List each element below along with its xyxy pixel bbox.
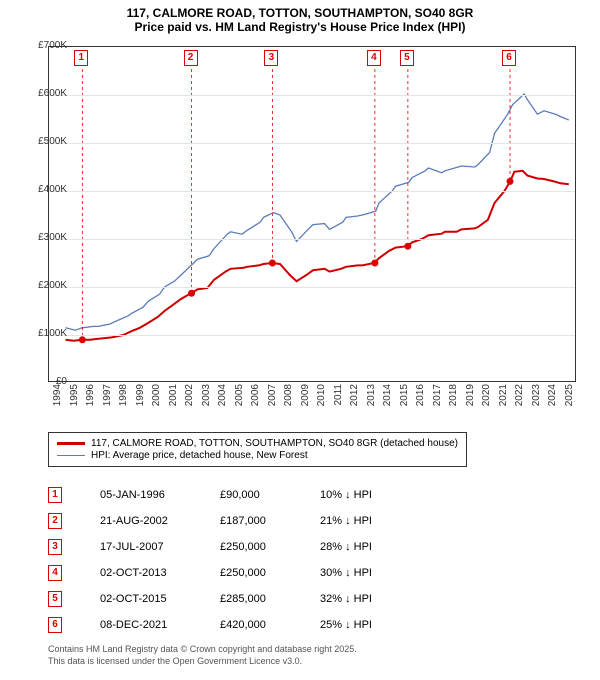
tx-marker: 6 xyxy=(48,617,62,633)
x-tick-label: 2000 xyxy=(151,384,162,424)
tx-date: 17-JUL-2007 xyxy=(100,541,220,553)
x-tick-label: 2019 xyxy=(465,384,476,424)
x-tick-label: 2012 xyxy=(349,384,360,424)
tx-diff: 28% ↓ HPI xyxy=(320,541,440,553)
transaction-row: 1 05-JAN-1996 £90,000 10% ↓ HPI xyxy=(48,482,568,508)
sale-marker-dot xyxy=(79,336,86,343)
x-tick-label: 2025 xyxy=(564,384,575,424)
series-line xyxy=(66,171,569,341)
tx-price: £187,000 xyxy=(220,515,320,527)
sale-marker-dot xyxy=(507,178,514,185)
y-tick-label: £300K xyxy=(22,232,67,243)
y-tick-label: £600K xyxy=(22,88,67,99)
legend-row-hpi: HPI: Average price, detached house, New … xyxy=(57,450,458,461)
legend-row-property: 117, CALMORE ROAD, TOTTON, SOUTHAMPTON, … xyxy=(57,438,458,449)
chart-title: 117, CALMORE ROAD, TOTTON, SOUTHAMPTON, … xyxy=(0,0,600,34)
sale-marker-box: 4 xyxy=(367,50,381,66)
sale-marker-box: 2 xyxy=(184,50,198,66)
transaction-row: 2 21-AUG-2002 £187,000 21% ↓ HPI xyxy=(48,508,568,534)
x-tick-label: 1999 xyxy=(135,384,146,424)
x-tick-label: 1995 xyxy=(69,384,80,424)
legend-label-property: 117, CALMORE ROAD, TOTTON, SOUTHAMPTON, … xyxy=(91,438,458,449)
x-tick-label: 2024 xyxy=(547,384,558,424)
tx-diff: 25% ↓ HPI xyxy=(320,619,440,631)
y-tick-label: £200K xyxy=(22,280,67,291)
sale-marker-box: 1 xyxy=(74,50,88,66)
tx-price: £90,000 xyxy=(220,489,320,501)
tx-date: 21-AUG-2002 xyxy=(100,515,220,527)
y-tick-label: £100K xyxy=(22,328,67,339)
x-tick-label: 1996 xyxy=(85,384,96,424)
legend-swatch-property xyxy=(57,442,85,445)
x-tick-label: 2013 xyxy=(366,384,377,424)
tx-date: 08-DEC-2021 xyxy=(100,619,220,631)
x-tick-label: 2003 xyxy=(201,384,212,424)
x-tick-label: 1998 xyxy=(118,384,129,424)
tx-diff: 21% ↓ HPI xyxy=(320,515,440,527)
tx-diff: 32% ↓ HPI xyxy=(320,593,440,605)
x-tick-label: 2017 xyxy=(432,384,443,424)
tx-diff: 30% ↓ HPI xyxy=(320,567,440,579)
legend-swatch-hpi xyxy=(57,455,85,457)
y-tick-label: £400K xyxy=(22,184,67,195)
x-tick-label: 2011 xyxy=(333,384,344,424)
sale-marker-dot xyxy=(269,260,276,267)
tx-price: £420,000 xyxy=(220,619,320,631)
tx-marker: 5 xyxy=(48,591,62,607)
transaction-row: 6 08-DEC-2021 £420,000 25% ↓ HPI xyxy=(48,612,568,638)
tx-diff: 10% ↓ HPI xyxy=(320,489,440,501)
x-tick-label: 2010 xyxy=(316,384,327,424)
transaction-row: 3 17-JUL-2007 £250,000 28% ↓ HPI xyxy=(48,534,568,560)
tx-marker: 1 xyxy=(48,487,62,503)
footer: Contains HM Land Registry data © Crown c… xyxy=(48,644,357,667)
x-tick-label: 2001 xyxy=(168,384,179,424)
x-tick-label: 1997 xyxy=(102,384,113,424)
x-tick-label: 2018 xyxy=(448,384,459,424)
x-tick-label: 2006 xyxy=(250,384,261,424)
sale-marker-dot xyxy=(371,260,378,267)
x-tick-label: 2015 xyxy=(399,384,410,424)
tx-marker: 3 xyxy=(48,539,62,555)
sale-marker-dot xyxy=(404,243,411,250)
sale-marker-dot xyxy=(188,290,195,297)
chart-plot-area xyxy=(48,46,576,382)
legend-label-hpi: HPI: Average price, detached house, New … xyxy=(91,450,308,461)
sale-marker-box: 5 xyxy=(400,50,414,66)
title-line1: 117, CALMORE ROAD, TOTTON, SOUTHAMPTON, … xyxy=(0,6,600,20)
legend: 117, CALMORE ROAD, TOTTON, SOUTHAMPTON, … xyxy=(48,432,467,467)
x-tick-label: 2008 xyxy=(283,384,294,424)
x-tick-label: 2007 xyxy=(267,384,278,424)
sale-marker-box: 3 xyxy=(264,50,278,66)
x-tick-label: 2016 xyxy=(415,384,426,424)
x-tick-label: 2002 xyxy=(184,384,195,424)
y-tick-label: £500K xyxy=(22,136,67,147)
tx-price: £250,000 xyxy=(220,567,320,579)
chart-svg xyxy=(49,47,577,383)
tx-date: 05-JAN-1996 xyxy=(100,489,220,501)
x-tick-label: 1994 xyxy=(52,384,63,424)
transaction-row: 5 02-OCT-2015 £285,000 32% ↓ HPI xyxy=(48,586,568,612)
tx-marker: 2 xyxy=(48,513,62,529)
x-tick-label: 2021 xyxy=(498,384,509,424)
x-tick-label: 2020 xyxy=(481,384,492,424)
series-line xyxy=(66,94,569,330)
sale-marker-box: 6 xyxy=(502,50,516,66)
y-tick-label: £700K xyxy=(22,40,67,51)
transactions-table: 1 05-JAN-1996 £90,000 10% ↓ HPI2 21-AUG-… xyxy=(48,482,568,638)
x-tick-label: 2004 xyxy=(217,384,228,424)
tx-date: 02-OCT-2013 xyxy=(100,567,220,579)
title-line2: Price paid vs. HM Land Registry's House … xyxy=(0,20,600,34)
x-tick-label: 2022 xyxy=(514,384,525,424)
x-tick-label: 2014 xyxy=(382,384,393,424)
tx-price: £285,000 xyxy=(220,593,320,605)
x-tick-label: 2009 xyxy=(300,384,311,424)
footer-line1: Contains HM Land Registry data © Crown c… xyxy=(48,644,357,656)
tx-date: 02-OCT-2015 xyxy=(100,593,220,605)
footer-line2: This data is licensed under the Open Gov… xyxy=(48,656,357,668)
x-tick-label: 2005 xyxy=(234,384,245,424)
x-tick-label: 2023 xyxy=(531,384,542,424)
transaction-row: 4 02-OCT-2013 £250,000 30% ↓ HPI xyxy=(48,560,568,586)
tx-price: £250,000 xyxy=(220,541,320,553)
tx-marker: 4 xyxy=(48,565,62,581)
